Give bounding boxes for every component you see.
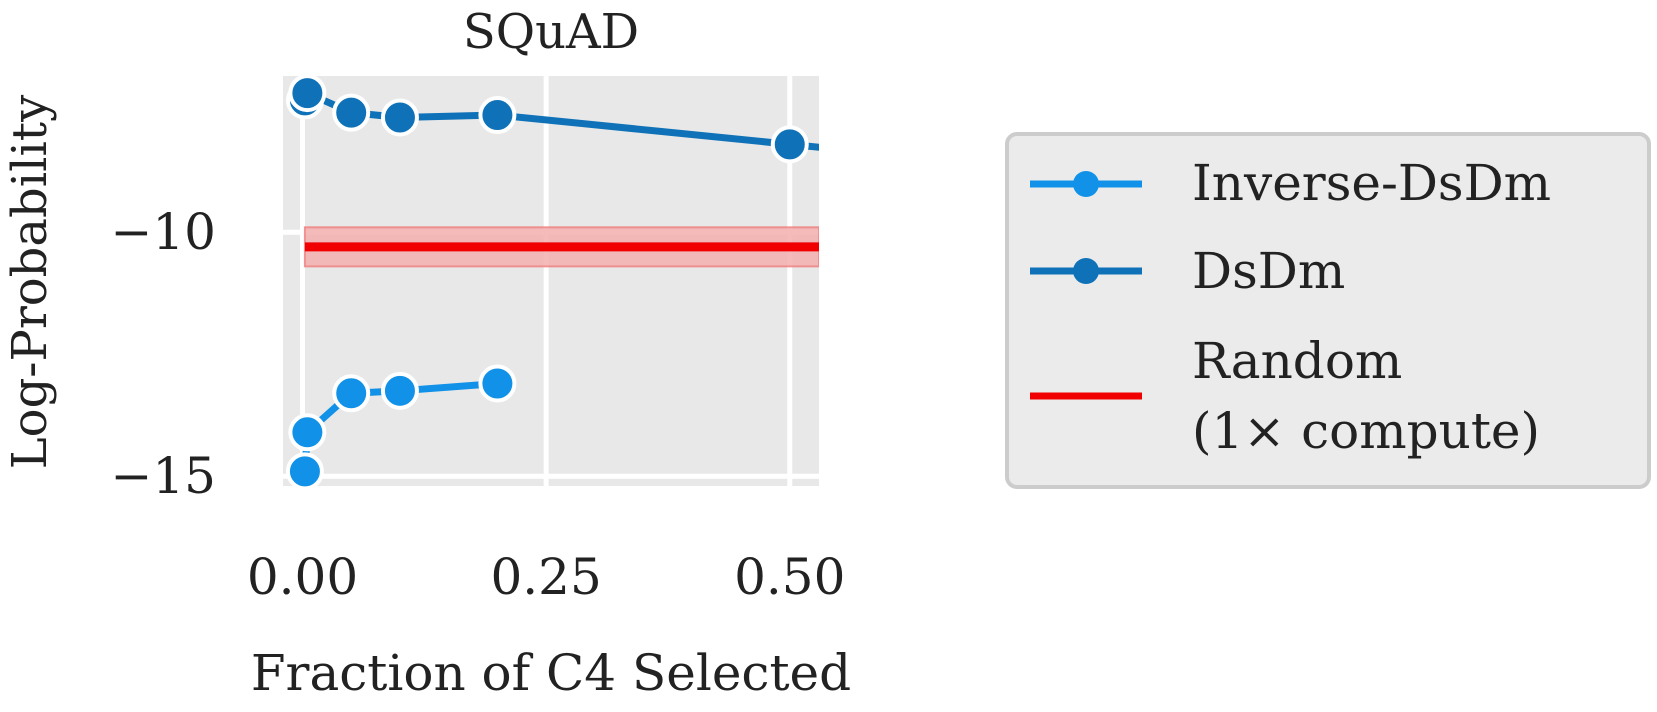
data-point-inverse-dsdm [332,374,371,413]
data-point-dsdm [288,74,327,113]
data-point-inverse-dsdm [478,364,517,403]
data-point-dsdm [332,93,371,132]
data-point-inverse-dsdm [380,371,419,410]
legend-marker-inverse-dsdm [1073,171,1099,197]
x-tick-label: 0.25 [490,548,601,606]
x-axis-label: Fraction of C4 Selected [251,644,851,702]
chart-title: SQuAD [463,4,639,60]
x-tick-label: 0.50 [734,548,845,606]
legend-label-inverse-dsdm: Inverse-DsDm [1192,154,1551,212]
data-point-inverse-dsdm [288,413,327,452]
legend: Inverse-DsDm DsDm Random (1× compute) [1005,132,1651,489]
data-point-inverse-dsdm [285,452,324,491]
legend-label-random-compute: (1× compute) [1192,402,1540,460]
legend-marker-dsdm [1073,258,1099,284]
y-axis-label: Log-Probability [2,95,58,469]
baseline-band [303,226,819,268]
x-tick-label: 0.00 [247,548,358,606]
data-point-dsdm [770,125,809,164]
y-tick-label: −10 [110,203,216,261]
y-tick-label: −15 [110,447,216,505]
data-point-dsdm [478,96,517,135]
plot-background [283,76,819,486]
legend-label-dsdm: DsDm [1192,242,1345,300]
tick-labels: 0.00 0.25 0.50 −10 −15 [110,203,845,606]
legend-label-random: Random [1192,332,1402,390]
data-point-dsdm [380,98,419,137]
series-layer [285,74,819,491]
legend-box [1005,132,1651,489]
